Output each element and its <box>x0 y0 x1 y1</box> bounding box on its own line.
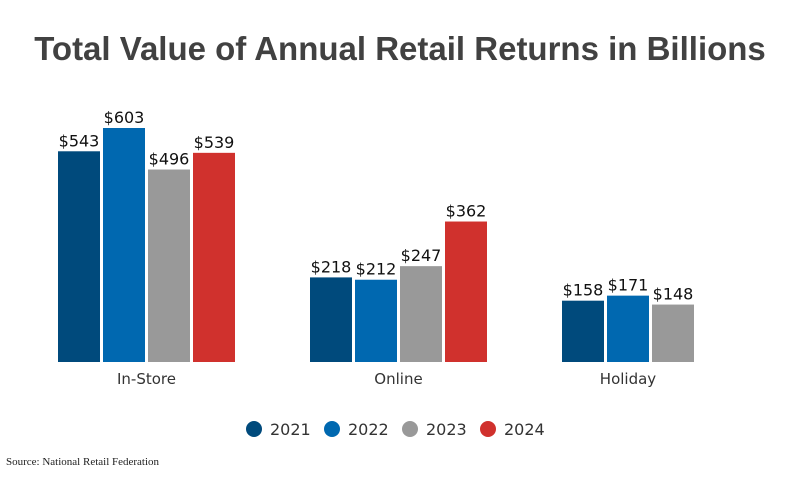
bar-online-2022 <box>355 279 397 362</box>
legend-marker-2022 <box>324 421 340 437</box>
category-label: Holiday <box>600 370 657 388</box>
data-label: $171 <box>608 276 649 295</box>
category-label: In-Store <box>117 370 176 388</box>
legend-marker-2024 <box>480 421 496 437</box>
bar-in-store-2021 <box>58 151 100 362</box>
source-note: Source: National Retail Federation <box>6 456 160 468</box>
legend-label: 2021 <box>270 420 311 439</box>
legend-marker-2021 <box>246 421 262 437</box>
data-label: $496 <box>149 150 190 169</box>
data-label: $603 <box>104 108 145 127</box>
data-label: $539 <box>194 133 235 152</box>
bar-online-2023 <box>400 266 442 362</box>
bar-online-2024 <box>445 221 487 362</box>
data-label: $218 <box>311 257 352 276</box>
bar-in-store-2023 <box>148 169 190 362</box>
bar-holiday-2022 <box>607 295 649 362</box>
bar-holiday-2023 <box>652 304 694 362</box>
bar-holiday-2021 <box>562 300 604 362</box>
legend-label: 2022 <box>348 420 389 439</box>
data-label: $247 <box>401 246 442 265</box>
legend-label: 2023 <box>426 420 467 439</box>
chart-title: Total Value of Annual Retail Returns in … <box>34 30 766 67</box>
data-label: $543 <box>59 131 100 150</box>
category-label: Online <box>374 370 422 388</box>
bar-online-2021 <box>310 277 352 362</box>
bar-in-store-2024 <box>193 152 235 362</box>
data-label: $148 <box>653 285 694 304</box>
data-label: $158 <box>563 281 604 300</box>
data-label: $212 <box>356 260 397 279</box>
legend-marker-2023 <box>402 421 418 437</box>
bar-in-store-2022 <box>103 128 145 362</box>
data-label: $362 <box>446 202 487 221</box>
legend-label: 2024 <box>504 420 545 439</box>
